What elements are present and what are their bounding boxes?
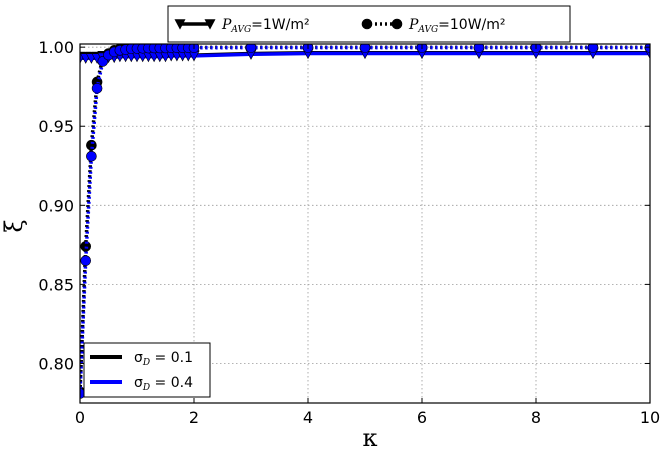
y-tick-label: 0.95: [38, 117, 74, 136]
series-sigma-0.4-p-10: [80, 44, 650, 399]
legend-top-marker: [174, 19, 186, 30]
axis-ticks: 0 2 4 6 8 10 0.80 0.85 0.90 0.95 1.00: [38, 38, 660, 427]
legend-bottom-label-subscript: D: [142, 383, 150, 393]
legend-bottom-box: [83, 342, 211, 398]
y-tick-label: 1.00: [38, 38, 74, 57]
legend-top: PAVG=1W/m² PAVG=10W/m²: [167, 5, 571, 43]
data-point: [91, 82, 103, 94]
legend-top-label-subscript: AVG: [230, 25, 251, 35]
legend-bottom-label-value: = 0.4: [150, 375, 193, 391]
plot-frame: [79, 43, 651, 404]
data-point: [80, 241, 91, 252]
legend-top-label: PAVG=10W/m²: [408, 17, 506, 35]
data-point: [587, 44, 599, 53]
x-tick-label: 8: [531, 408, 541, 427]
x-tick-label: 4: [303, 408, 313, 427]
legend-bottom-label-value: = 0.1: [150, 350, 193, 366]
x-tick-label: 6: [417, 408, 427, 427]
legend-top-label-value: =1W/m²: [251, 17, 309, 33]
legend-bottom: σD = 0.1σD = 0.4: [83, 342, 211, 398]
data-point: [245, 44, 257, 53]
x-axis-label: κ: [363, 424, 378, 449]
legend-bottom-label: σD = 0.4: [134, 375, 193, 393]
series-line: [80, 45, 650, 392]
data-point: [473, 44, 485, 53]
legend-bottom-label-symbol: σ: [134, 350, 143, 366]
y-tick-label: 0.85: [38, 275, 74, 294]
legend-top-label-symbol: P: [221, 17, 232, 33]
y-tick-label: 0.90: [38, 196, 74, 215]
data-point: [359, 44, 371, 53]
x-tick-label: 10: [640, 408, 660, 427]
legend-top-label-symbol: P: [408, 17, 419, 33]
data-point: [86, 150, 97, 162]
legend-top-marker: [204, 19, 216, 30]
x-tick-label: 2: [189, 408, 199, 427]
legend-bottom-label: σD = 0.1: [134, 350, 193, 368]
legend-top-marker: [361, 18, 373, 30]
series-line: [80, 45, 650, 394]
legend-top-label: PAVG=1W/m²: [221, 17, 310, 35]
legend-bottom-label-subscript: D: [142, 358, 150, 368]
y-axis-label: ξ: [0, 219, 28, 232]
legend-top-label-subscript: AVG: [417, 25, 438, 35]
data-point: [80, 255, 91, 266]
legend-top-marker: [391, 18, 403, 30]
y-tick-label: 0.80: [38, 354, 74, 373]
legend-top-label-value: =10W/m²: [438, 17, 505, 33]
x-tick-label: 0: [75, 408, 85, 427]
legend-bottom-label-symbol: σ: [134, 375, 143, 391]
